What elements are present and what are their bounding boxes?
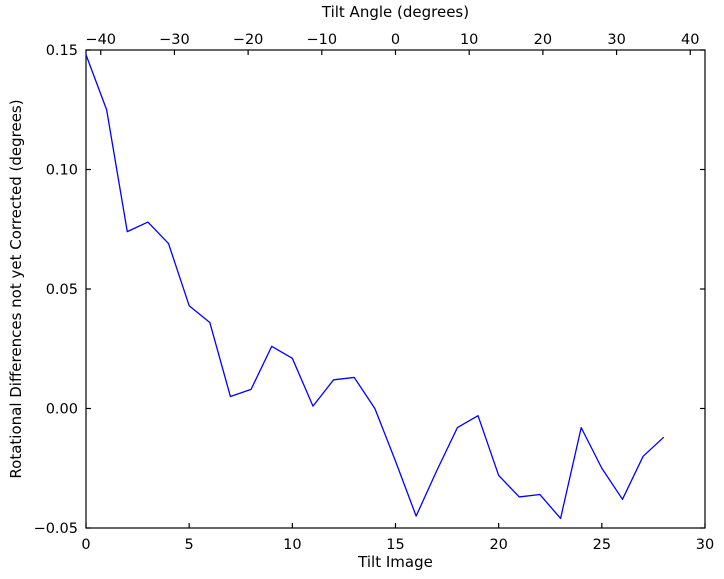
x-tick-label-top: −30 — [159, 32, 190, 48]
x-tick-label-bottom: 0 — [81, 537, 90, 553]
x-tick-label-top: −20 — [233, 32, 264, 48]
x-tick-label-top: 20 — [534, 32, 552, 48]
y-tick-label: 0.05 — [46, 282, 78, 298]
x-tick-label-bottom: 25 — [593, 537, 611, 553]
x-tick-label-top: −10 — [307, 32, 338, 48]
y-tick-label: 0.00 — [46, 402, 78, 418]
data-line — [85, 54, 665, 520]
x-tick-label-top: 10 — [460, 32, 478, 48]
y-axis-label: Rotational Differences not yet Corrected… — [7, 99, 25, 479]
x-tick-label-bottom: 20 — [489, 537, 507, 553]
x-tick-label-bottom: 30 — [696, 537, 714, 553]
axes-frame — [85, 49, 706, 529]
x-axis-label: Tilt Image — [358, 553, 433, 571]
x-tick-label-top: 40 — [681, 32, 699, 48]
x-tick-label-top: 30 — [607, 32, 625, 48]
y-tick-label: 0.15 — [46, 43, 78, 59]
x-tick-label-bottom: 15 — [386, 537, 404, 553]
x-tick-label-top: −40 — [85, 32, 116, 48]
top-axis-title: Tilt Angle (degrees) — [321, 3, 470, 21]
y-tick-label: 0.10 — [46, 163, 78, 179]
y-tick-label: −0.05 — [34, 521, 78, 537]
x-tick-label-bottom: 5 — [185, 537, 194, 553]
x-tick-label-top: 0 — [391, 32, 400, 48]
x-tick-label-bottom: 10 — [283, 537, 301, 553]
